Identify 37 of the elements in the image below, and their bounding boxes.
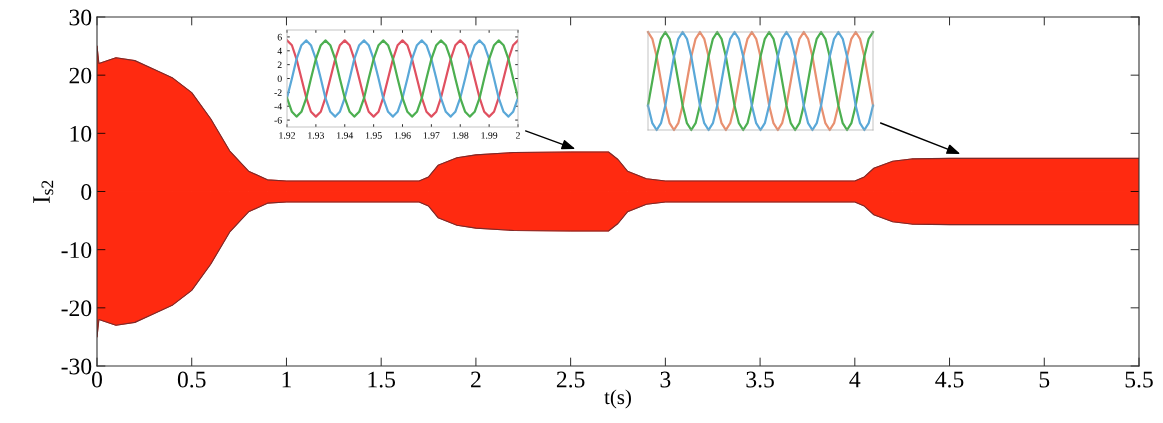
y-tick-label: -4 <box>274 103 282 110</box>
y-tick-label: -2 <box>274 89 282 96</box>
x-tick-label: 1.97 <box>423 132 440 139</box>
x-axis-title: t(s) <box>604 389 631 409</box>
x-tick-label: 1.96 <box>394 132 411 139</box>
line-series <box>287 39 518 118</box>
x-tick-label: 4 <box>849 371 861 388</box>
x-tick-label: 1.92 <box>279 132 295 139</box>
x-tick-label: 3.5 <box>746 371 774 388</box>
y-tick-label: -6 <box>274 117 282 124</box>
y-tick-label: 10 <box>70 125 92 142</box>
x-tick-label: 3 <box>660 371 671 388</box>
y-axis-title: I$_{s2}$ <box>33 180 54 203</box>
y-tick-label: 30 <box>69 9 92 26</box>
y-tick-label: -30 <box>61 358 92 375</box>
x-tick-label: 1.5 <box>368 371 396 388</box>
x-tick-label: 2 <box>516 132 520 139</box>
x-tick-label: 0.5 <box>177 371 206 388</box>
y-tick-label: 4 <box>277 47 282 55</box>
x-tick-label: 2.5 <box>556 371 585 388</box>
y-tick-label: 2 <box>277 61 282 69</box>
x-tick-label: 5 <box>1039 371 1050 388</box>
x-tick-label: 1.94 <box>337 132 354 139</box>
x-tick-label: 1.95 <box>365 132 382 139</box>
y-tick-label: 0 <box>277 75 282 82</box>
x-tick-label: 5.5 <box>1125 371 1153 388</box>
x-tick-label: 2 <box>471 371 481 388</box>
y-tick-label: 20 <box>69 67 92 84</box>
y-tick-label: -20 <box>61 300 92 317</box>
y-tick-label: 6 <box>277 33 282 41</box>
y-tick-label: 0 <box>81 183 92 200</box>
x-tick-label: 1.93 <box>308 132 324 139</box>
x-tick-label: 4.5 <box>935 371 964 388</box>
x-tick-label: 1.98 <box>452 132 469 139</box>
x-tick-label: 1 <box>282 371 291 388</box>
x-tick-label: 1.99 <box>481 132 498 139</box>
y-tick-label: -10 <box>61 242 92 259</box>
